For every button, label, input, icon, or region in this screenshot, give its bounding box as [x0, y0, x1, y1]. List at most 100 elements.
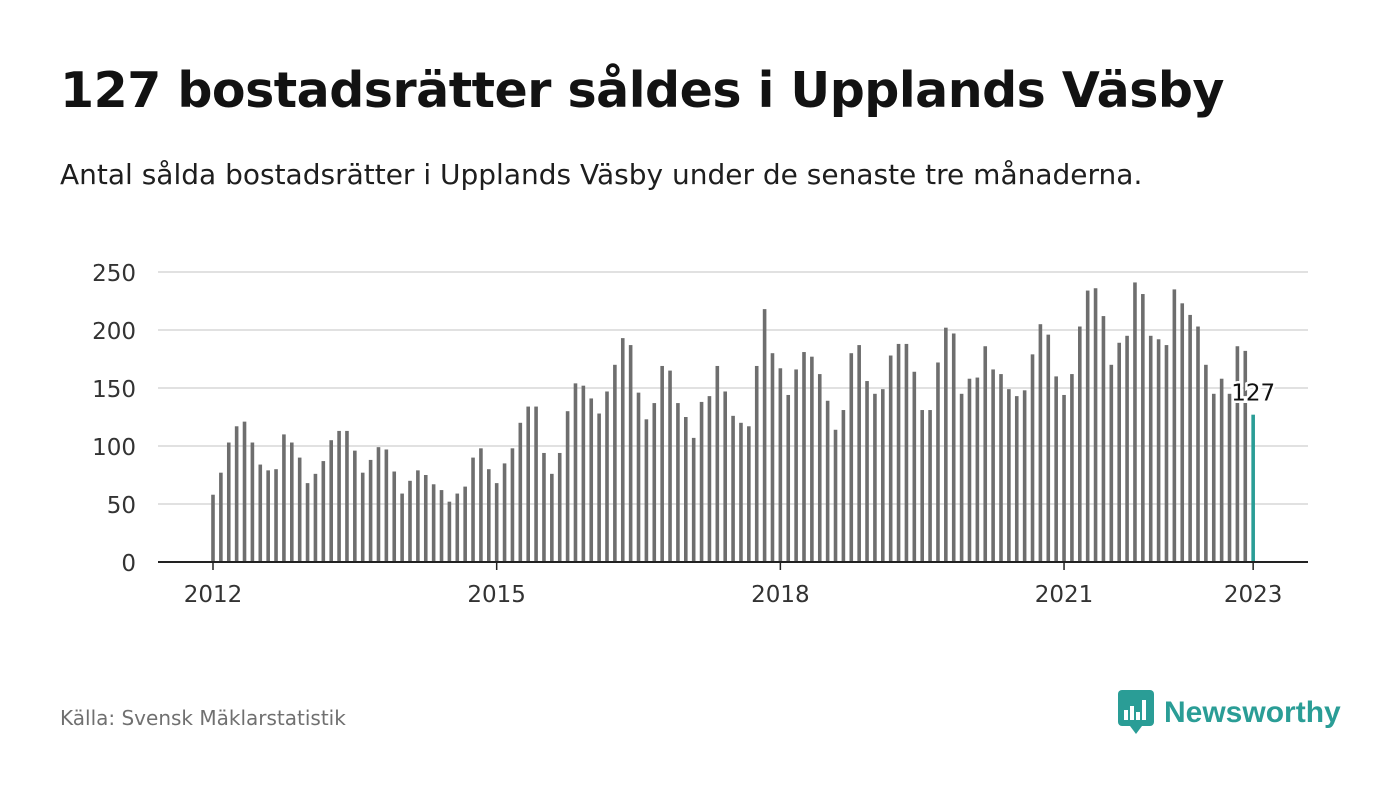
bar [967, 378, 972, 562]
bar [408, 480, 412, 562]
bar [1085, 290, 1090, 562]
x-axis: 2012 2015 2018 2021 2023 [158, 561, 1308, 608]
bar [636, 392, 641, 562]
bar [337, 430, 341, 562]
bar [620, 338, 625, 562]
bar [360, 472, 365, 562]
bar [211, 494, 215, 562]
x-tick-label: 2018 [751, 582, 810, 608]
bar [841, 410, 846, 562]
bar [684, 417, 688, 562]
bar [1188, 314, 1192, 562]
bar [754, 365, 759, 562]
bar [802, 352, 806, 562]
y-tick-label: 250 [92, 261, 136, 287]
bar [1109, 364, 1114, 562]
bar [975, 377, 980, 562]
bar [723, 391, 727, 562]
bar [234, 426, 239, 562]
bar [1030, 354, 1035, 562]
bar [1093, 288, 1098, 562]
annotations: 127 [1229, 378, 1278, 409]
x-tick-label: 2023 [1224, 582, 1283, 608]
bar [274, 469, 278, 562]
bar [613, 364, 617, 562]
bar [534, 406, 538, 562]
bar [439, 490, 444, 562]
bar [1243, 350, 1248, 562]
bar [431, 484, 436, 562]
highlight-value-label: 127 [1231, 381, 1275, 407]
bar [1219, 378, 1224, 562]
bar [510, 448, 515, 562]
bar [589, 398, 594, 562]
bar [502, 463, 507, 562]
bar [423, 475, 428, 562]
bar [928, 410, 932, 562]
bar [290, 442, 294, 562]
bar [1141, 294, 1145, 562]
bar [1078, 326, 1082, 562]
bar [881, 389, 885, 562]
bar [652, 403, 657, 562]
bar [739, 422, 743, 562]
y-tick-label: 200 [92, 319, 136, 345]
bar [1196, 326, 1200, 562]
bar [368, 459, 373, 562]
bar [550, 473, 554, 562]
bar [920, 410, 924, 562]
bar [526, 406, 530, 562]
highlight-bar [1251, 414, 1255, 562]
bar [983, 346, 988, 562]
bar [857, 345, 861, 562]
y-tick-label: 0 [121, 551, 136, 577]
bar [266, 470, 270, 562]
bar-chart-speech-bubble-icon [1118, 690, 1154, 734]
bar [581, 385, 586, 562]
bar [416, 470, 420, 562]
bar [329, 440, 333, 562]
bar [376, 447, 381, 562]
bar [494, 483, 499, 562]
bar [1133, 282, 1137, 562]
bar [384, 449, 389, 562]
y-tick-label: 100 [92, 435, 136, 461]
bar [888, 355, 893, 562]
bar [959, 393, 964, 562]
bar [1070, 374, 1074, 562]
bar [715, 365, 720, 562]
bar [691, 437, 696, 562]
bar [833, 429, 838, 562]
bar [400, 493, 404, 562]
y-tick-label: 150 [92, 377, 136, 403]
x-tick-label: 2015 [467, 582, 526, 608]
bar [944, 327, 948, 562]
bar [762, 309, 767, 562]
bar [778, 368, 783, 562]
x-tick-label: 2021 [1035, 582, 1094, 608]
bar [873, 393, 877, 562]
bar [1046, 334, 1051, 562]
bar [565, 411, 570, 562]
bar [1054, 376, 1058, 562]
bar [936, 362, 940, 562]
bar [353, 450, 357, 562]
bar [1014, 396, 1019, 562]
bar [305, 483, 310, 562]
bar [1117, 342, 1121, 562]
bar [1156, 339, 1161, 562]
bar [865, 381, 869, 562]
bar [518, 422, 523, 562]
bar [668, 370, 672, 562]
bar [817, 374, 822, 562]
bar [573, 383, 578, 562]
bar [912, 371, 917, 562]
bar [455, 493, 460, 562]
bar [597, 413, 601, 562]
page-title: 127 bostadsrätter såldes i Upplands Väsb… [60, 62, 1224, 119]
bar [1125, 335, 1129, 562]
bar [770, 353, 775, 562]
bar [463, 486, 467, 562]
bar [1164, 345, 1169, 562]
bar [747, 426, 751, 562]
